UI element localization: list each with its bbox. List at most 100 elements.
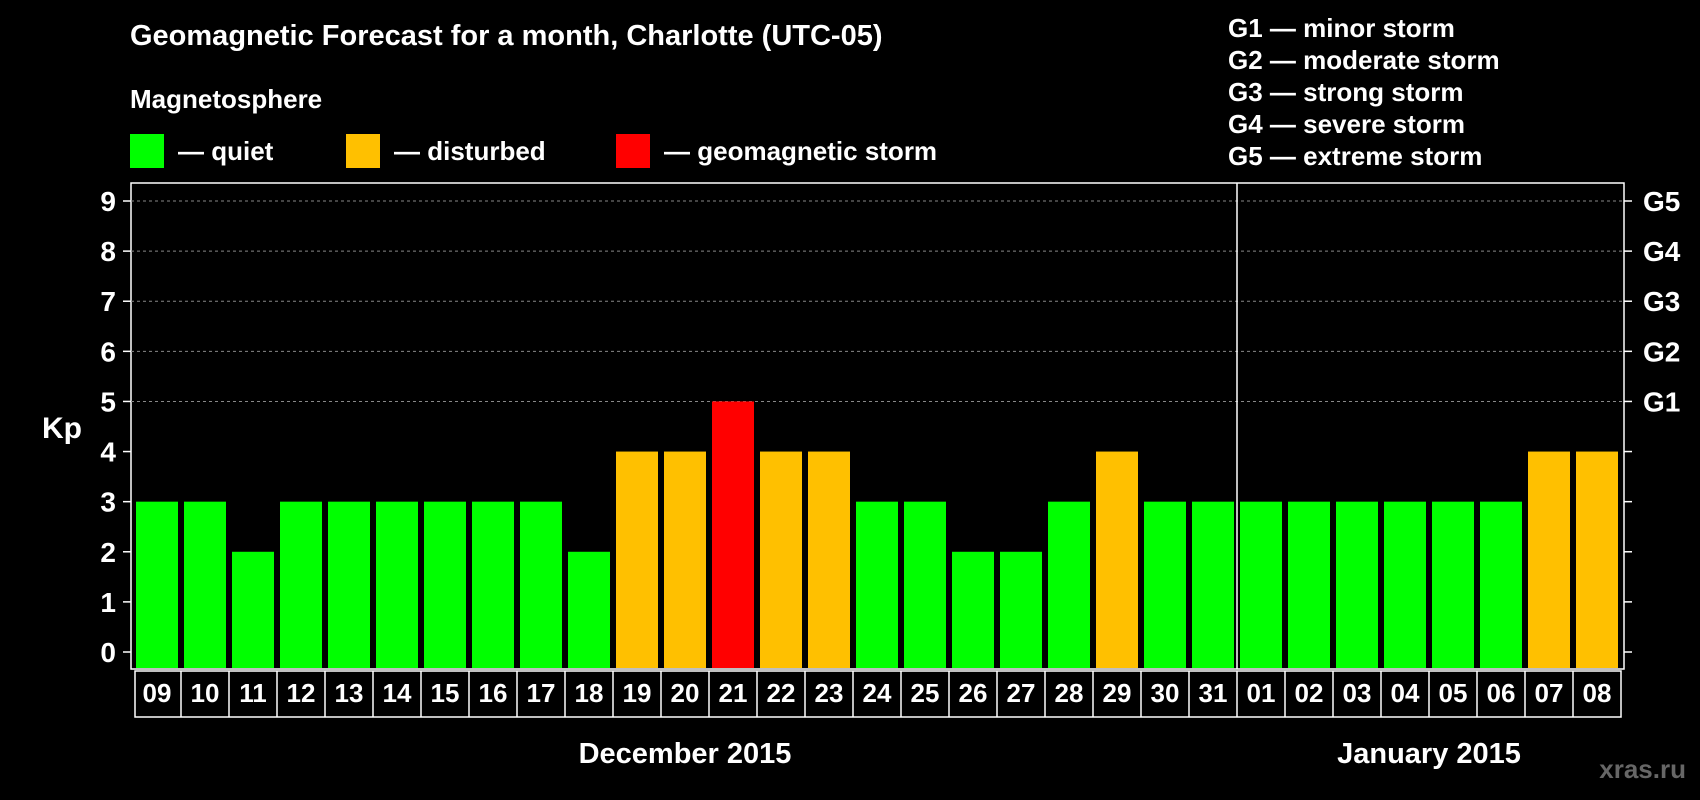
day-label-box: [134, 670, 1622, 718]
bar: [232, 551, 274, 668]
legend-item-disturbed: — disturbed: [346, 134, 546, 168]
x-tick-label: 09: [143, 678, 172, 708]
bar: [1048, 501, 1090, 668]
x-tick-label: 20: [671, 678, 700, 708]
storm-scale-legend: G1 — minor storm G2 — moderate storm G3 …: [1228, 12, 1500, 172]
x-tick-label: 04: [1391, 678, 1420, 708]
month-label-december: December 2015: [579, 738, 792, 770]
legend-heading: Magnetosphere: [130, 84, 323, 114]
storm-scale-g2: G2 — moderate storm: [1228, 45, 1500, 75]
bar: [280, 501, 322, 668]
bar: [472, 501, 514, 668]
bar: [1432, 501, 1474, 668]
plot-frame: [130, 182, 1625, 670]
x-tick-label: 16: [479, 678, 508, 708]
legend-label-disturbed: — disturbed: [394, 135, 546, 166]
bar: [616, 451, 658, 668]
bar: [1528, 451, 1570, 668]
bar: [1384, 501, 1426, 668]
bar: [808, 451, 850, 668]
legend-swatch-disturbed: [346, 134, 380, 168]
bar: [520, 501, 562, 668]
legend-swatch-quiet: [130, 134, 164, 168]
x-tick-label: 06: [1487, 678, 1516, 708]
legend-item-quiet: — quiet: [130, 134, 273, 168]
x-tick-label: 28: [1055, 678, 1084, 708]
storm-scale-g1: G1 — minor storm: [1228, 13, 1455, 43]
bar: [1000, 551, 1042, 668]
x-tick-label: 18: [575, 678, 604, 708]
bar: [1192, 501, 1234, 668]
bar: [904, 501, 946, 668]
bar: [1240, 501, 1282, 668]
x-tick-label: 27: [1007, 678, 1036, 708]
x-tick-label: 23: [815, 678, 844, 708]
y-tick-label: 1: [100, 587, 116, 618]
right-axis-label: G1: [1643, 386, 1680, 417]
x-tick-label: 03: [1343, 678, 1372, 708]
x-tick-label: 02: [1295, 678, 1324, 708]
bar: [328, 501, 370, 668]
x-tick-label: 01: [1247, 678, 1276, 708]
y-tick-label: 8: [100, 236, 116, 267]
x-tick-label: 19: [623, 678, 652, 708]
bar: [424, 501, 466, 668]
x-tick-label: 31: [1199, 678, 1228, 708]
x-tick-label: 30: [1151, 678, 1180, 708]
y-tick-label: 4: [100, 437, 116, 468]
bar: [1576, 451, 1618, 668]
x-tick-label: 25: [911, 678, 940, 708]
x-tick-label: 26: [959, 678, 988, 708]
bar: [184, 501, 226, 668]
right-axis-label: G5: [1643, 186, 1680, 217]
legend-label-storm: — geomagnetic storm: [664, 135, 938, 166]
storm-scale-g3: G3 — strong storm: [1228, 77, 1464, 107]
x-tick-label: 07: [1535, 678, 1564, 708]
y-axis-label: Kp: [42, 412, 82, 445]
y-tick-label: 6: [100, 336, 116, 367]
x-tick-label: 14: [383, 678, 412, 708]
y-tick-label: 0: [100, 637, 116, 668]
right-axis-label: G3: [1643, 286, 1680, 317]
legend-swatch-storm: [616, 134, 650, 168]
bar: [664, 451, 706, 668]
y-tick-label: 2: [100, 537, 116, 568]
y-tick-label: 9: [100, 186, 116, 217]
bar: [1096, 451, 1138, 668]
x-tick-label: 13: [335, 678, 364, 708]
x-tick-label: 15: [431, 678, 460, 708]
x-tick-label: 08: [1583, 678, 1612, 708]
x-tick-label: 10: [191, 678, 220, 708]
storm-scale-g5: G5 — extreme storm: [1228, 141, 1483, 171]
right-axis-label: G2: [1643, 336, 1680, 367]
bar: [568, 551, 610, 668]
bar: [1336, 501, 1378, 668]
bar: [1480, 501, 1522, 668]
bar: [136, 501, 178, 668]
x-tick-label: 22: [767, 678, 796, 708]
month-label-january: January 2015: [1337, 738, 1521, 770]
bar: [1288, 501, 1330, 668]
x-tick-label: 24: [863, 678, 892, 708]
legend-item-storm: — geomagnetic storm: [616, 134, 937, 168]
y-tick-label: 3: [100, 487, 116, 518]
legend-label-quiet: — quiet: [178, 135, 274, 166]
y-tick-label: 5: [100, 386, 116, 417]
bar: [856, 501, 898, 668]
x-tick-label: 11: [239, 678, 267, 708]
x-tick-label: 17: [527, 678, 556, 708]
x-tick-label: 21: [719, 678, 748, 708]
right-axis-label: G4: [1643, 236, 1681, 267]
watermark: xras.ru: [1599, 754, 1686, 784]
x-tick-label: 12: [287, 678, 316, 708]
storm-scale-g4: G4 — severe storm: [1228, 109, 1466, 139]
bar: [760, 451, 802, 668]
chart-title: Geomagnetic Forecast for a month, Charlo…: [130, 20, 883, 52]
y-tick-label: 7: [100, 286, 116, 317]
bar: [376, 501, 418, 668]
bar: [1144, 501, 1186, 668]
x-tick-label: 05: [1439, 678, 1468, 708]
bar: [952, 551, 994, 668]
bar: [712, 401, 754, 668]
